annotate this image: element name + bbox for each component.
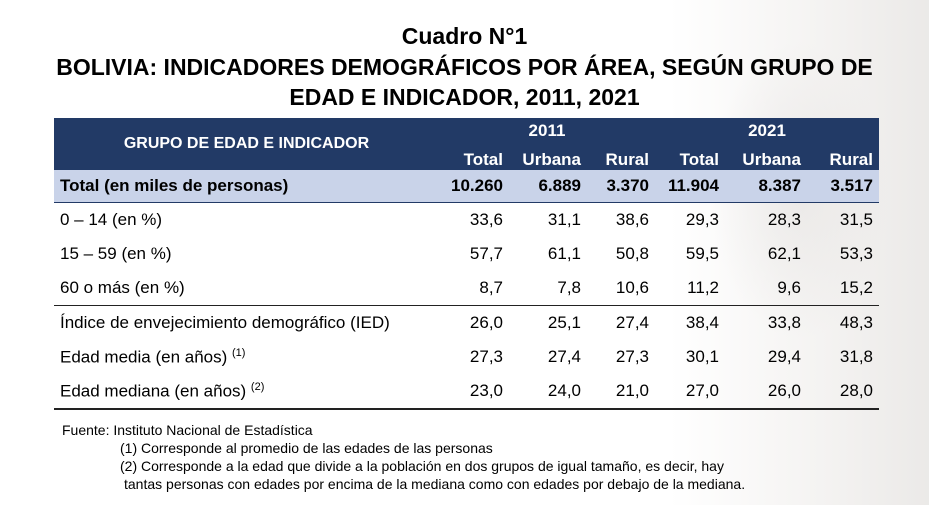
table-row: Edad mediana (en años) (2) 23,0 24,0 21,… [54, 374, 879, 410]
cell-value: 33,6 [469, 210, 503, 229]
table-row: Total (en miles de personas) 10.260 6.88… [54, 170, 879, 203]
cell-value: 48,3 [807, 305, 879, 340]
cell-value: 28,0 [807, 374, 879, 410]
table-row: Edad media (en años) (1) 27,3 27,4 27,3 … [54, 340, 879, 374]
footnote-2: (2) Corresponde a la edad que divide a l… [120, 458, 724, 474]
footnote-2-continued: tantas personas con edades por encima de… [124, 476, 746, 492]
footnotes: Fuente: Instituto Nacional de Estadístic… [62, 421, 745, 493]
row-label: Total (en miles de personas) [54, 170, 439, 203]
col-header-urbana-2011: Urbana [509, 144, 587, 170]
cell-value: 26,0 [439, 305, 509, 340]
cell-value: 27,3 [469, 347, 503, 366]
cell-value: 31,5 [839, 210, 873, 229]
table-row: Índice de envejecimiento demográfico (IE… [54, 305, 879, 340]
row-label: Edad media (en años) (1) [54, 340, 439, 374]
cell-value: 9,6 [777, 278, 801, 297]
table-title-line1: BOLIVIA: INDICADORES DEMOGRÁFICOS POR ÁR… [56, 54, 873, 80]
row-label: 60 o más (en %) [60, 278, 185, 297]
title-block: Cuadro N°1 BOLIVIA: INDICADORES DEMOGRÁF… [0, 22, 929, 112]
cell-value: 38,4 [655, 305, 725, 340]
cell-value: 53,3 [839, 244, 873, 263]
table-title-line2: EDAD E INDICADOR, 2011, 2021 [289, 84, 640, 110]
cell-value: 11,2 [687, 278, 719, 297]
row-label: 15 – 59 (en %) [60, 244, 172, 263]
cell-value: 27,4 [547, 347, 581, 366]
cell-value: 7,8 [557, 278, 581, 297]
cell-value: 31,1 [547, 210, 581, 229]
table-row: 60 o más (en %) 8,7 7,8 10,6 11,2 9,6 15… [54, 271, 879, 306]
footnote-marker: (2) [250, 380, 265, 393]
cell-value: 11.904 [655, 170, 725, 203]
col-header-rural-2021: Rural [807, 144, 879, 170]
row-label-text: Edad media (en años) [60, 347, 228, 367]
cell-value: 29,3 [685, 210, 719, 229]
cell-value: 27,0 [655, 374, 725, 410]
header-row-areas: Total Urbana Rural Total Urbana Rural [54, 144, 879, 170]
footnote-1: (1) Corresponde al promedio de las edade… [120, 440, 493, 456]
row-label-text: Edad mediana (en años) [60, 381, 247, 401]
source-note: Fuente: Instituto Nacional de Estadístic… [62, 422, 313, 438]
cell-value: 23,0 [439, 374, 509, 410]
row-label: Índice de envejecimiento demográfico (IE… [54, 305, 439, 340]
cell-value: 38,6 [615, 210, 649, 229]
cell-value: 10.260 [439, 170, 509, 203]
cell-value: 25,1 [509, 305, 587, 340]
table-row: 15 – 59 (en %) 57,7 61,1 50,8 59,5 62,1 … [54, 237, 879, 271]
col-header-total-2021: Total [655, 144, 725, 170]
col-header-urbana-2021: Urbana [725, 144, 807, 170]
header-label: GRUPO DE EDAD E INDICADOR [54, 118, 439, 170]
cell-value: 3.370 [587, 170, 655, 203]
cell-value: 3.517 [807, 170, 879, 203]
col-header-rural-2011: Rural [587, 144, 655, 170]
cell-value: 61,1 [547, 244, 581, 263]
cell-value: 50,8 [615, 244, 649, 263]
cell-value: 8,7 [479, 278, 503, 297]
cell-value: 21,0 [587, 374, 655, 410]
row-label: 0 – 14 (en %) [60, 210, 163, 229]
cell-value: 59,5 [685, 244, 719, 263]
cell-value: 6.889 [509, 170, 587, 203]
cell-value: 62,1 [767, 244, 801, 263]
cell-value: 26,0 [725, 374, 807, 410]
year-2011-header: 2011 [439, 118, 655, 144]
table-number: Cuadro N°1 [401, 23, 528, 49]
cell-value: 29,4 [767, 347, 801, 366]
demographic-indicators-table: GRUPO DE EDAD E INDICADOR 2011 2021 Tota… [54, 118, 879, 410]
cell-value: 33,8 [725, 305, 807, 340]
cell-value: 27,3 [615, 347, 649, 366]
header-row-years: GRUPO DE EDAD E INDICADOR 2011 2021 [54, 118, 879, 170]
cell-value: 8.387 [725, 170, 807, 203]
cell-value: 10,6 [615, 278, 649, 297]
year-2021-header: 2021 [655, 118, 879, 144]
cell-value: 15,2 [839, 278, 873, 297]
footnote-marker: (1) [232, 346, 246, 359]
cell-value: 57,7 [469, 244, 503, 263]
table-row: 0 – 14 (en %) 33,6 31,1 38,6 29,3 28,3 3… [54, 203, 879, 238]
cell-value: 28,3 [767, 210, 801, 229]
cell-value: 30,1 [685, 347, 719, 366]
cell-value: 27,4 [587, 305, 655, 340]
row-label: Edad mediana (en años) (2) [54, 374, 439, 410]
cell-value: 24,0 [509, 374, 587, 410]
cell-value: 31,8 [839, 347, 873, 366]
col-header-total-2011: Total [439, 144, 509, 170]
